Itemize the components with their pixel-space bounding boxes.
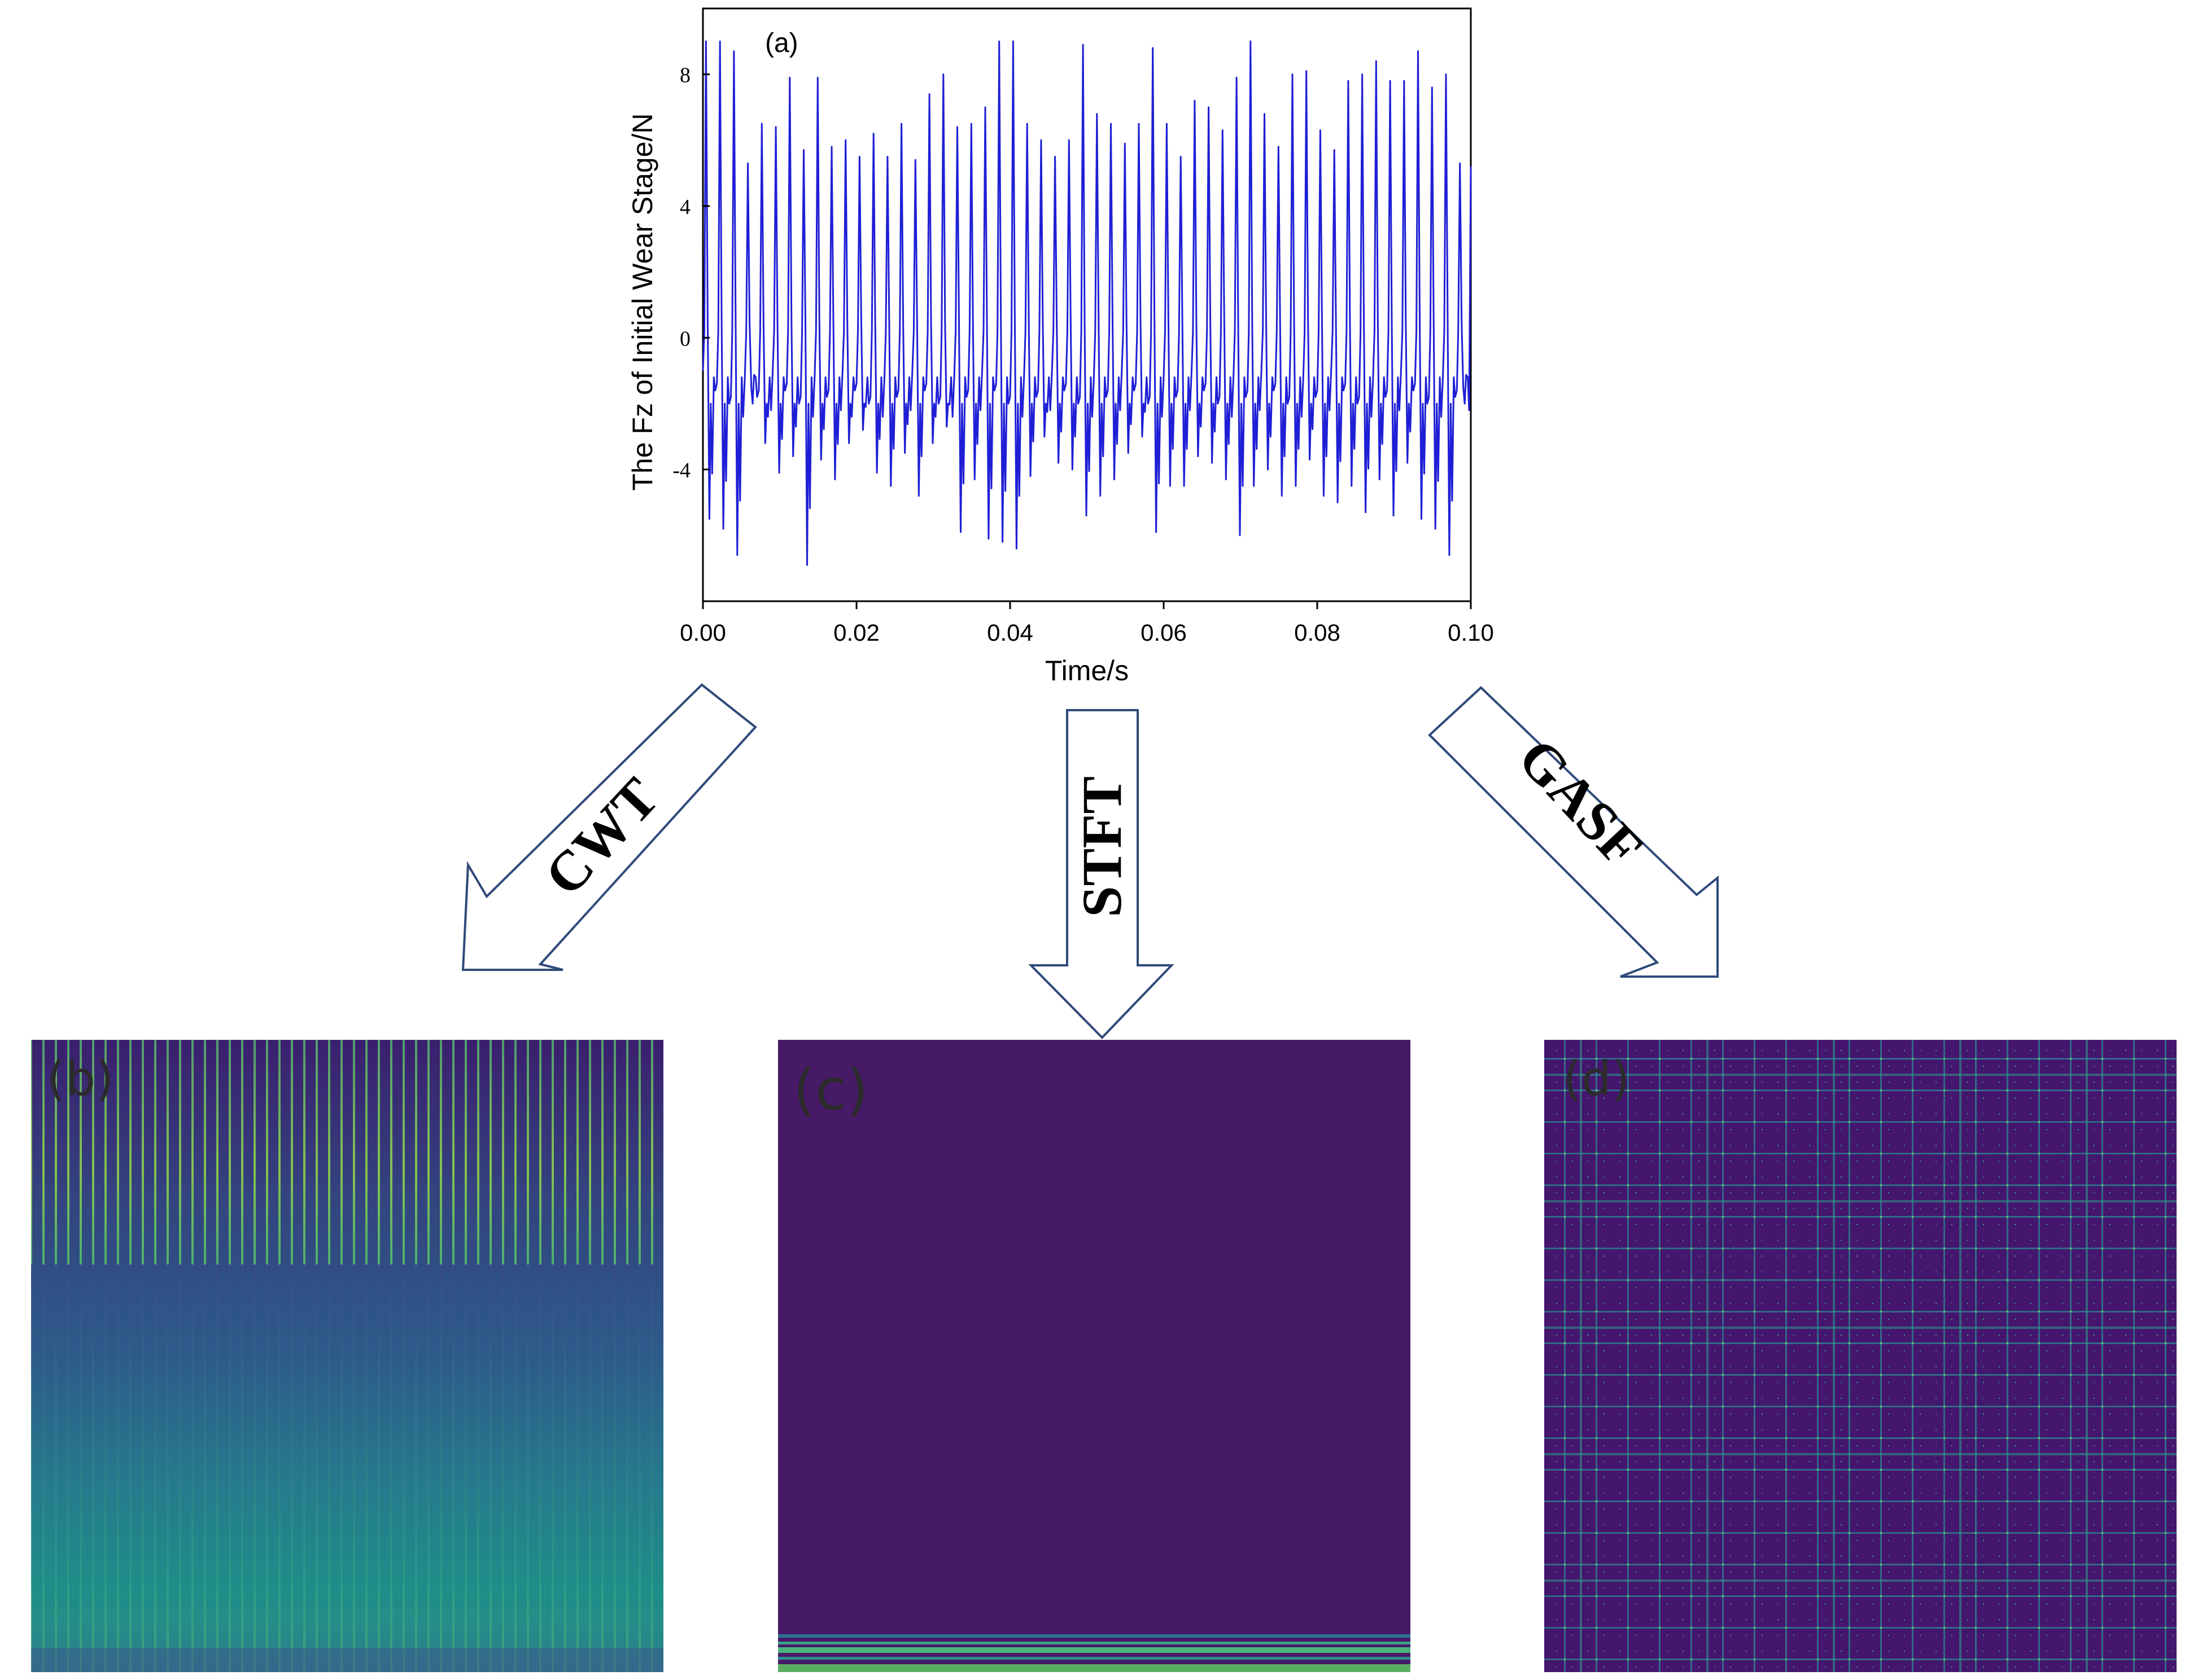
- stft-arrow: STFT: [1028, 709, 1174, 1039]
- signal-line: [702, 40, 1472, 566]
- x-tick-label: 0.04: [987, 619, 1033, 646]
- y-tick-label: 4: [680, 195, 691, 219]
- y-tick-label: 0: [680, 327, 691, 351]
- y-axis-ticks: 8 4 0 -4: [672, 64, 710, 483]
- stft-spectrogram: (c): [778, 1040, 1410, 1672]
- panel-d-label: (d): [1563, 1051, 1630, 1106]
- panel-c-label: (c): [793, 1057, 868, 1123]
- stft-arrow-label: STFT: [1071, 776, 1133, 917]
- x-tick-label: 0.02: [833, 619, 880, 646]
- x-axis-ticks: 0.00 0.02 0.04 0.06 0.08 0.10: [680, 601, 1494, 646]
- gasf-image: (d): [1544, 1040, 2177, 1672]
- x-axis-label: Time/s: [1045, 655, 1129, 686]
- gasf-arrow: GASF: [1428, 686, 1719, 978]
- cwt-arrow: CWT: [461, 683, 757, 971]
- cwt-scalogram: (b): [31, 1040, 663, 1672]
- x-tick-label: 0.06: [1141, 619, 1187, 646]
- y-tick-label: 8: [680, 64, 691, 88]
- panel-a-label: (a): [765, 28, 798, 58]
- x-tick-label: 0.08: [1294, 619, 1340, 646]
- x-tick-label: 0.00: [680, 619, 726, 646]
- panel-b-label: (b): [47, 1051, 114, 1106]
- x-tick-label: 0.10: [1448, 619, 1494, 646]
- y-tick-label: -4: [672, 459, 691, 483]
- signal-chart: 0.00 0.02 0.04 0.06 0.08 0.10 8 4 0 -4 (a) Time/…: [627, 7, 1494, 686]
- y-axis-label: The Fz of Initial Wear Stage/N: [627, 113, 658, 491]
